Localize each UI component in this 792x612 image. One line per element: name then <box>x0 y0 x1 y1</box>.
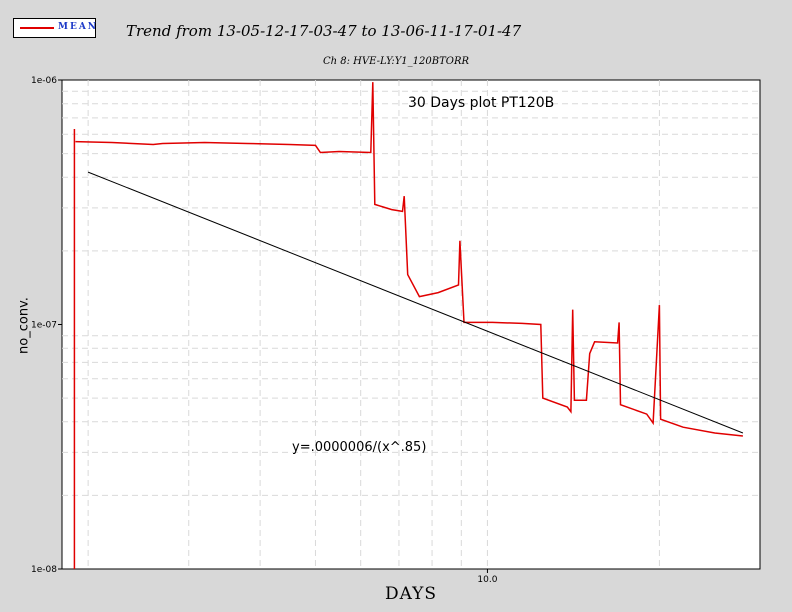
y-tick-label: 1e-07 <box>31 321 57 331</box>
y-tick-label: 1e-08 <box>31 565 57 575</box>
x-tick-label: 10.0 <box>477 575 497 585</box>
fit-equation-label: y=.0000006/(x^.85) <box>292 440 426 455</box>
y-tick-label: 1e-06 <box>31 76 57 86</box>
annotations: 30 Days plot PT120B y=.0000006/(x^.85) <box>292 95 554 455</box>
chart-title: Trend from 13-05-12-17-03-47 to 13-06-11… <box>126 22 522 40</box>
series-layer <box>73 82 744 569</box>
legend-line-swatch <box>20 27 54 29</box>
chart-subtitle: Ch 8: HVE-LY:Y1_120BTORR <box>322 56 470 67</box>
x-axis-label: DAYS <box>384 584 438 604</box>
plot-annotation: 30 Days plot PT120B <box>408 95 554 111</box>
legend-label: MEAN <box>58 22 99 32</box>
fit-line <box>87 171 744 434</box>
plot-area <box>61 79 761 570</box>
tick-labels: 1e-06 1e-07 1e-08 10.0 <box>31 76 498 585</box>
legend: MEAN <box>13 18 96 38</box>
gridlines <box>62 80 760 569</box>
